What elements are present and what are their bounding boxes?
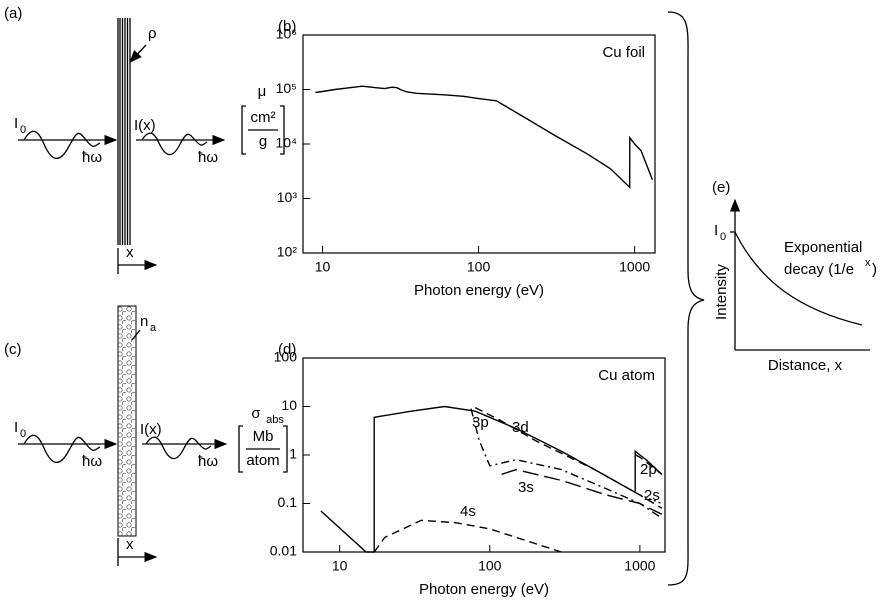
photon-out: ħω bbox=[198, 149, 218, 166]
y-subscript: abs bbox=[266, 414, 284, 426]
y-tick-label: 10³ bbox=[277, 189, 298, 205]
panel-label: (c) bbox=[4, 341, 22, 358]
annotation: Cu foil bbox=[602, 44, 645, 61]
series-label: 2p bbox=[640, 461, 657, 478]
incident-subscript: 0 bbox=[20, 124, 26, 136]
pointer bbox=[129, 44, 147, 63]
transmitted-label: I(x) bbox=[140, 421, 162, 438]
y-tick-label: 0.1 bbox=[278, 494, 298, 510]
y-unit-denominator: atom bbox=[246, 452, 279, 469]
x-tick-label: 1000 bbox=[619, 259, 650, 275]
y-unit-numerator: Mb bbox=[253, 428, 274, 445]
x-axis-title: Photon energy (eV) bbox=[419, 581, 549, 598]
photon-out: ħω bbox=[198, 453, 218, 470]
photon-in: ħω bbox=[82, 453, 102, 470]
y-label: Intensity bbox=[713, 264, 730, 320]
plot-frame bbox=[302, 34, 656, 254]
x-tick-label: 100 bbox=[478, 558, 502, 574]
annotation: Cu atom bbox=[598, 367, 655, 384]
y-tick-label: 10⁴ bbox=[275, 135, 297, 151]
series-label: 3s bbox=[518, 479, 534, 496]
y-unit-numerator: cm² bbox=[251, 109, 276, 126]
incident-label: I bbox=[14, 115, 18, 132]
y-symbol: μ bbox=[258, 83, 267, 100]
x-label: Distance, x bbox=[768, 357, 843, 374]
wave-out bbox=[145, 436, 212, 460]
gas-slab bbox=[117, 305, 137, 537]
pointer bbox=[131, 329, 141, 341]
decay-curve bbox=[734, 231, 863, 326]
i0-subscript: 0 bbox=[720, 231, 726, 243]
foil bbox=[117, 18, 131, 245]
panel-e: (e) I 0 Intensity Distance, x Exponentia… bbox=[712, 179, 877, 374]
incident-subscript: 0 bbox=[20, 428, 26, 440]
density-label: n bbox=[140, 313, 148, 330]
y-symbol: σ bbox=[251, 405, 261, 422]
brace bbox=[667, 11, 705, 586]
y-unit-denominator: g bbox=[259, 133, 267, 150]
y-tick-label: 0.01 bbox=[270, 543, 297, 559]
series-line bbox=[315, 85, 654, 190]
y-tick-label: 1 bbox=[289, 446, 297, 462]
y-tick-label: 10⁶ bbox=[276, 26, 297, 42]
i0-label: I bbox=[714, 222, 718, 239]
axis-label: x bbox=[126, 536, 134, 553]
incident-label: I bbox=[14, 419, 18, 436]
x-axis-title: Photon energy (eV) bbox=[414, 282, 544, 299]
photon-in: ħω bbox=[82, 149, 102, 166]
series-label: 2s bbox=[644, 487, 660, 504]
note-line-1: Exponential bbox=[784, 239, 862, 256]
series-line bbox=[639, 494, 663, 505]
ylabel-d: σ abs Mb atom bbox=[238, 405, 288, 473]
y-tick-label: 10⁵ bbox=[276, 80, 297, 96]
note-end: ) bbox=[872, 261, 877, 278]
x-tick-label: 1000 bbox=[624, 558, 655, 574]
panel-label: (e) bbox=[712, 179, 730, 196]
panel-label: (a) bbox=[4, 5, 22, 22]
note-superscript: x bbox=[865, 257, 871, 269]
y-tick-label: 10² bbox=[277, 244, 298, 260]
density-subscript: a bbox=[150, 322, 157, 334]
plot-frame bbox=[302, 357, 666, 553]
series-line bbox=[373, 519, 562, 553]
note-line-2: decay (1/e bbox=[784, 261, 854, 278]
series-line bbox=[474, 406, 663, 509]
wave-in bbox=[23, 434, 101, 463]
series-line bbox=[501, 468, 663, 515]
series-line bbox=[470, 408, 663, 519]
axis-label: x bbox=[126, 244, 134, 261]
series-label: 4s bbox=[460, 503, 476, 520]
panel-label: (b) bbox=[278, 18, 296, 35]
panel-a: (a) ρ I 0 ħω I(x) ħω x bbox=[4, 5, 226, 274]
series-line bbox=[320, 405, 663, 553]
panel-label: (d) bbox=[278, 341, 296, 358]
density-label: ρ bbox=[148, 25, 157, 42]
x-tick-label: 10 bbox=[315, 259, 331, 275]
series-label: 3p bbox=[472, 414, 489, 431]
wave-in bbox=[23, 130, 101, 159]
y-tick-label: 10 bbox=[281, 397, 297, 413]
series-label: 3d bbox=[512, 419, 529, 436]
transmitted-label: I(x) bbox=[134, 117, 156, 134]
series-line bbox=[635, 454, 663, 475]
x-tick-label: 100 bbox=[467, 259, 491, 275]
panel-c: (c) n a I 0 ħω I(x) ħω x bbox=[4, 305, 228, 566]
y-tick-label: 100 bbox=[274, 349, 298, 365]
brackets bbox=[238, 425, 288, 473]
ylabel-b: μ cm² g bbox=[241, 83, 285, 155]
brackets bbox=[241, 105, 285, 155]
wave-out bbox=[141, 132, 208, 156]
x-tick-label: 10 bbox=[332, 558, 348, 574]
